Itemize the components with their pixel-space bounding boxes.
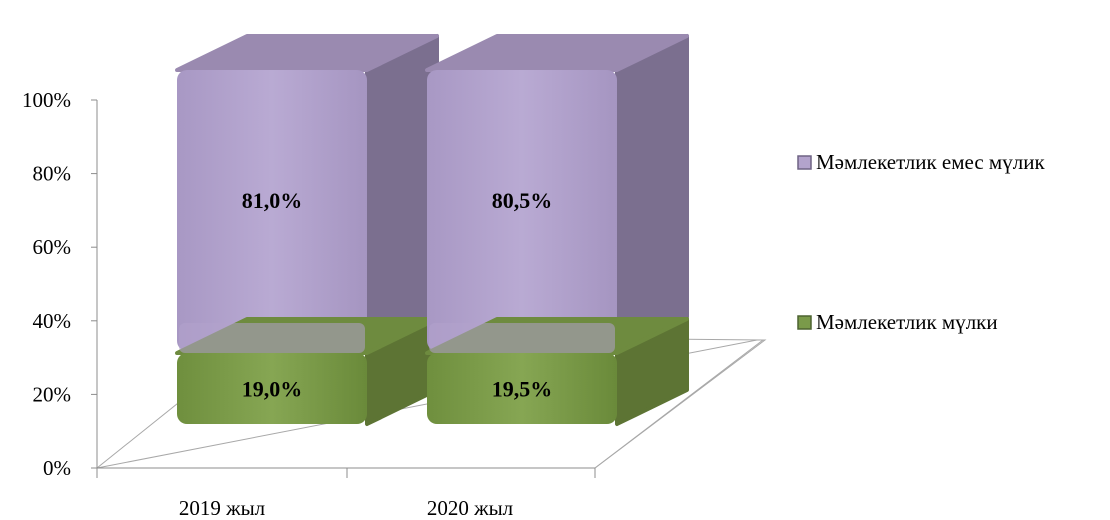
legend-item: Мәмлекетлик емес мүлик bbox=[797, 150, 1045, 174]
legend-label: Мәмлекетлик мүлки bbox=[816, 310, 998, 334]
bar-segment-purple-0-front bbox=[177, 70, 367, 351]
x-category-label: 2020 жыл bbox=[427, 496, 513, 520]
bar-segment-purple-0 bbox=[175, 34, 439, 353]
legend-item: Мәмлекетлик мүлки bbox=[797, 310, 998, 334]
legend-label: Мәмлекетлик емес мүлик bbox=[816, 150, 1045, 174]
y-tick-label: 0% bbox=[43, 456, 71, 480]
y-tick-label: 100% bbox=[22, 88, 71, 112]
bar-overlap-1 bbox=[429, 323, 615, 353]
y-tick-label: 40% bbox=[33, 309, 72, 333]
bar-segment-purple-1-side bbox=[615, 34, 689, 353]
legend: Мәмлекетлик емес мүлик Мәмлекетлик мүлки bbox=[797, 150, 1045, 334]
legend-swatch bbox=[797, 315, 812, 330]
floor-front-edge-right bbox=[594, 339, 764, 469]
y-tick-label: 60% bbox=[33, 235, 72, 259]
x-category-label: 2019 жыл bbox=[179, 496, 265, 520]
bar-overlap-0 bbox=[179, 323, 365, 353]
legend-swatch bbox=[797, 155, 812, 170]
data-label-green: 19,0% bbox=[242, 377, 303, 402]
bar-segment-purple-1 bbox=[425, 34, 689, 353]
data-label-purple: 80,5% bbox=[492, 188, 553, 213]
bar-segment-green-0-front bbox=[177, 353, 367, 424]
data-label-purple: 81,0% bbox=[242, 188, 303, 213]
bar-segment-purple-1-front bbox=[427, 70, 617, 351]
data-label-green: 19,5% bbox=[492, 377, 553, 402]
y-tick-label: 20% bbox=[33, 382, 72, 406]
bars bbox=[175, 34, 689, 426]
y-tick-label: 80% bbox=[33, 162, 72, 186]
bar-segment-purple-0-side bbox=[365, 34, 439, 353]
data-labels: 81,0% 19,0% 80,5% 19,5% bbox=[242, 188, 553, 401]
value-axis: 0% 20% 40% 60% 80% 100% 2019 жыл 2020 жыл bbox=[22, 88, 596, 520]
bar-segment-green-1-front bbox=[427, 353, 617, 424]
